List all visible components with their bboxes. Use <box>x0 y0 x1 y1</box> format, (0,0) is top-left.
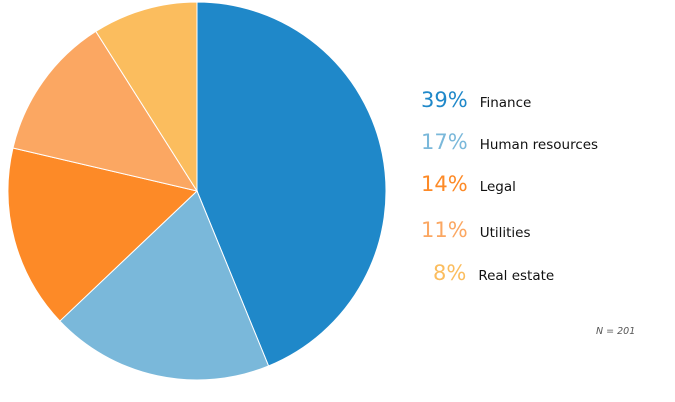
legend-item-utilities: 11% Utilities <box>421 218 531 242</box>
pie-slice-human-resources <box>59 190 270 381</box>
legend-percent: 8% <box>433 261 467 285</box>
legend-percent: 14% <box>421 172 468 196</box>
pie-slice-legal <box>7 147 199 322</box>
pie-slice-utilities <box>12 30 199 192</box>
legend-label: Real estate <box>478 268 555 284</box>
legend-item-human-resources: 17% Human resources <box>421 130 598 154</box>
legend-item-real-estate: 8% Real estate <box>433 261 554 285</box>
legend-label: Utilities <box>479 225 531 241</box>
sample-size-note: N = 201 <box>596 326 636 337</box>
legend-percent: 11% <box>421 218 468 242</box>
legend-label: Finance <box>479 95 532 111</box>
legend-label: Legal <box>479 179 516 195</box>
pie-slice-finance <box>196 1 387 367</box>
pie-slice-real-estate <box>95 1 198 193</box>
legend-percent: 17% <box>421 130 468 154</box>
legend-item-legal: 14% Legal <box>421 172 516 196</box>
legend-label: Human resources <box>479 137 599 153</box>
legend-percent: 39% <box>421 88 468 112</box>
legend-item-finance: 39% Finance <box>421 88 531 112</box>
